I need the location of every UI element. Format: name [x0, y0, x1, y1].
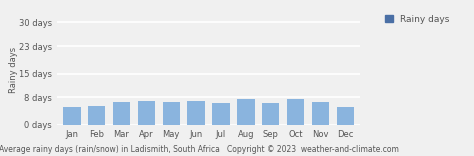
Bar — [262, 103, 280, 125]
Bar — [187, 101, 205, 125]
Legend: Rainy days: Rainy days — [382, 11, 453, 28]
Bar — [137, 101, 155, 125]
Bar — [88, 106, 105, 125]
Bar — [312, 102, 329, 125]
Bar — [163, 102, 180, 125]
Bar — [237, 99, 255, 125]
Text: Average rainy days (rain/snow) in Ladismith, South Africa   Copyright © 2023  we: Average rainy days (rain/snow) in Ladism… — [0, 145, 399, 154]
Bar — [287, 99, 304, 125]
Y-axis label: Rainy days: Rainy days — [9, 47, 18, 93]
Bar — [212, 103, 230, 125]
Bar — [63, 107, 81, 125]
Bar — [113, 102, 130, 125]
Bar — [337, 107, 354, 125]
